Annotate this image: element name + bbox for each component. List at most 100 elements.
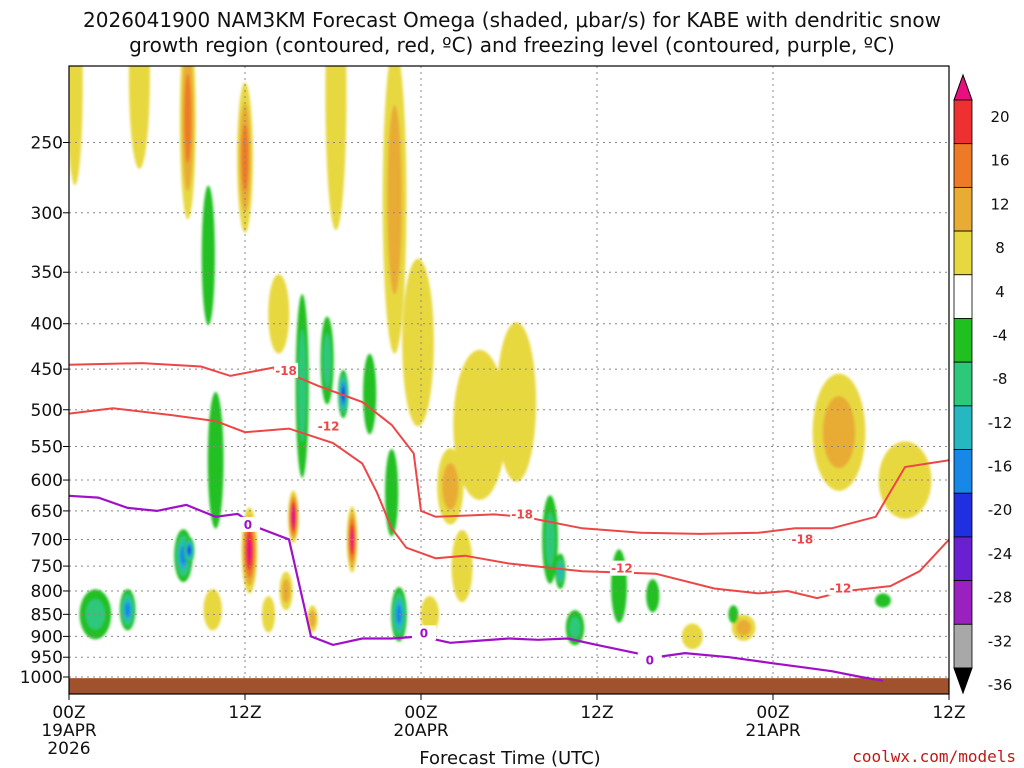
omega-cell-level <box>569 616 581 639</box>
colorbar-label: -32 <box>988 632 1013 650</box>
omega-cell-level <box>207 391 224 529</box>
omega-cell <box>437 448 464 525</box>
omega-cell-level <box>292 510 295 524</box>
colorbar-tick <box>972 493 976 535</box>
omega-cell-level <box>736 619 751 636</box>
colorbar-tick <box>972 668 976 710</box>
colorbar-label: 16 <box>990 152 1009 170</box>
y-tick-label: 400 <box>31 315 63 335</box>
omega-cell <box>496 322 537 482</box>
chart-title: 2026041900 NAM3KM Forecast Omega (shaded… <box>83 8 941 57</box>
omega-cell <box>402 258 434 427</box>
colorbar-top-arrow <box>953 73 973 101</box>
omega-cell-level <box>124 602 131 617</box>
omega-cell-level <box>201 185 215 326</box>
colorbar-tick <box>972 318 976 360</box>
omega-shading <box>69 66 932 650</box>
colorbar-label: -36 <box>988 676 1013 694</box>
omega-cell-level <box>878 441 932 519</box>
omega-cell-level <box>681 623 703 650</box>
omega-cell-level <box>247 538 252 563</box>
plot-frame <box>68 65 950 695</box>
y-tick-label: 250 <box>31 134 63 154</box>
contour-label: -18 <box>511 507 533 521</box>
colorbar-bin <box>953 230 973 276</box>
omega-cell <box>646 579 660 613</box>
omega-cell <box>611 549 627 623</box>
omega-cell-level <box>611 549 627 623</box>
colorbar-bin <box>953 186 973 232</box>
omega-cell <box>453 349 507 500</box>
omega-cell-level <box>268 274 290 354</box>
dgz-contour-line <box>69 407 949 600</box>
omega-cell-level <box>203 589 222 631</box>
credit-text: coolwx.com/models <box>852 747 1016 766</box>
colorbar-tick <box>972 450 976 492</box>
omega-cell <box>183 536 195 564</box>
omega-cell-level <box>323 333 332 388</box>
contour-label: 0 <box>420 626 428 640</box>
contour-label-bg <box>411 625 436 641</box>
colorbar-tick <box>972 581 976 623</box>
omega-cell <box>451 529 473 603</box>
omega-cell <box>268 274 290 354</box>
omega-cell-level <box>442 463 459 510</box>
omega-cell-level <box>728 605 739 624</box>
contour-label-bg <box>235 516 260 532</box>
omega-cell <box>875 593 891 608</box>
omega-cell-level <box>85 598 106 630</box>
x-tick-label: 12Z <box>580 703 613 723</box>
terrain-fill <box>69 678 949 694</box>
colorbar-tick <box>972 406 976 448</box>
contour-label-bg <box>274 362 299 378</box>
omega-cell-level <box>363 353 377 435</box>
contour-label-bg <box>510 506 535 522</box>
colorbar-label: -24 <box>988 545 1013 563</box>
terrain <box>69 678 949 694</box>
omega-cell-level <box>298 329 307 443</box>
y-tick-label: 350 <box>31 263 63 283</box>
contour-label: 0 <box>646 653 654 667</box>
contour-label: -18 <box>791 532 813 546</box>
omega-cell <box>288 490 299 544</box>
contours: -18 -12 -18 -18 -12 -12 0 0 0 <box>69 362 949 682</box>
colorbar-bin <box>953 623 973 669</box>
colorbar-bin <box>953 449 973 494</box>
contour-label: -12 <box>611 562 633 576</box>
colorbar-tick <box>972 187 976 229</box>
colorbar-label: -28 <box>988 589 1013 607</box>
omega-cell <box>812 373 866 491</box>
y-tick-label: 550 <box>31 437 63 457</box>
omega-cell-level <box>187 546 191 555</box>
omega-cell <box>119 589 136 631</box>
omega-cell-level <box>128 66 150 169</box>
contour-label-bg <box>609 560 634 576</box>
omega-cell <box>295 293 309 478</box>
contour-label-bg <box>316 418 341 434</box>
x-tick-label: 21APR <box>745 721 801 741</box>
colorbar-bin <box>953 274 973 319</box>
colorbar-bin <box>953 405 973 450</box>
contour-label: -12 <box>318 419 340 433</box>
x-tick-label: 20APR <box>393 721 449 741</box>
colorbar-bin <box>953 492 973 538</box>
colorbar-label: 20 <box>990 108 1009 126</box>
y-axis: 2503003504004505005506006507007508008509… <box>20 134 69 688</box>
omega-cell <box>207 391 224 529</box>
y-tick-label: 900 <box>31 627 63 647</box>
x-tick-label: 00Z <box>756 703 789 723</box>
omega-cell <box>385 448 399 537</box>
x-tick-label: 00Z <box>404 703 437 723</box>
omega-cell <box>325 66 347 231</box>
contour-label-bg <box>790 531 815 547</box>
omega-cell <box>203 589 222 631</box>
x-axis-title: Forecast Time (UTC) <box>419 748 600 768</box>
omega-cell-level <box>402 258 434 427</box>
y-tick-label: 700 <box>31 530 63 550</box>
omega-cell-level <box>453 349 507 500</box>
omega-cell <box>728 605 739 624</box>
omega-cell-level <box>451 529 473 603</box>
contour-label: -18 <box>275 364 297 378</box>
colorbar-bottom-arrow <box>953 667 973 695</box>
